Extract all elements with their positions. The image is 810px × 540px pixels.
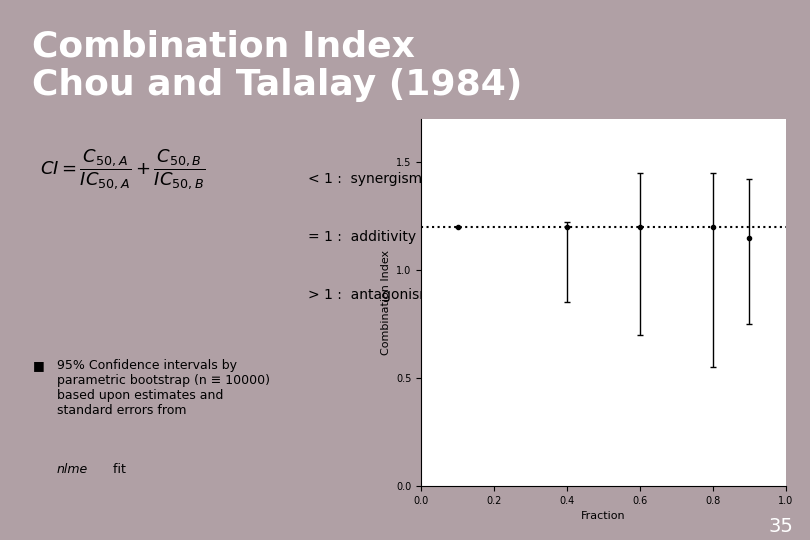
Text: Chou and Talalay (1984): Chou and Talalay (1984) xyxy=(32,68,522,102)
Text: nlme: nlme xyxy=(57,463,88,476)
Text: 95% Confidence intervals by
parametric bootstrap (n ≡ 10000)
based upon estimate: 95% Confidence intervals by parametric b… xyxy=(57,359,270,417)
Text: = 1 :  additivity: = 1 : additivity xyxy=(308,230,416,244)
Text: 35: 35 xyxy=(769,517,794,536)
X-axis label: Fraction: Fraction xyxy=(581,511,626,521)
Text: fit: fit xyxy=(109,463,126,476)
Text: > 1 :  antagonism: > 1 : antagonism xyxy=(308,288,433,302)
Text: ■: ■ xyxy=(32,359,45,372)
Text: < 1 :  synergism: < 1 : synergism xyxy=(308,172,422,186)
Text: Combination Index: Combination Index xyxy=(32,29,416,63)
Y-axis label: Combination Index: Combination Index xyxy=(381,250,390,355)
Text: $CI = \dfrac{C_{50,A}}{IC_{50,A}} + \dfrac{C_{50,B}}{IC_{50,B}}$: $CI = \dfrac{C_{50,A}}{IC_{50,A}} + \dfr… xyxy=(40,147,206,191)
